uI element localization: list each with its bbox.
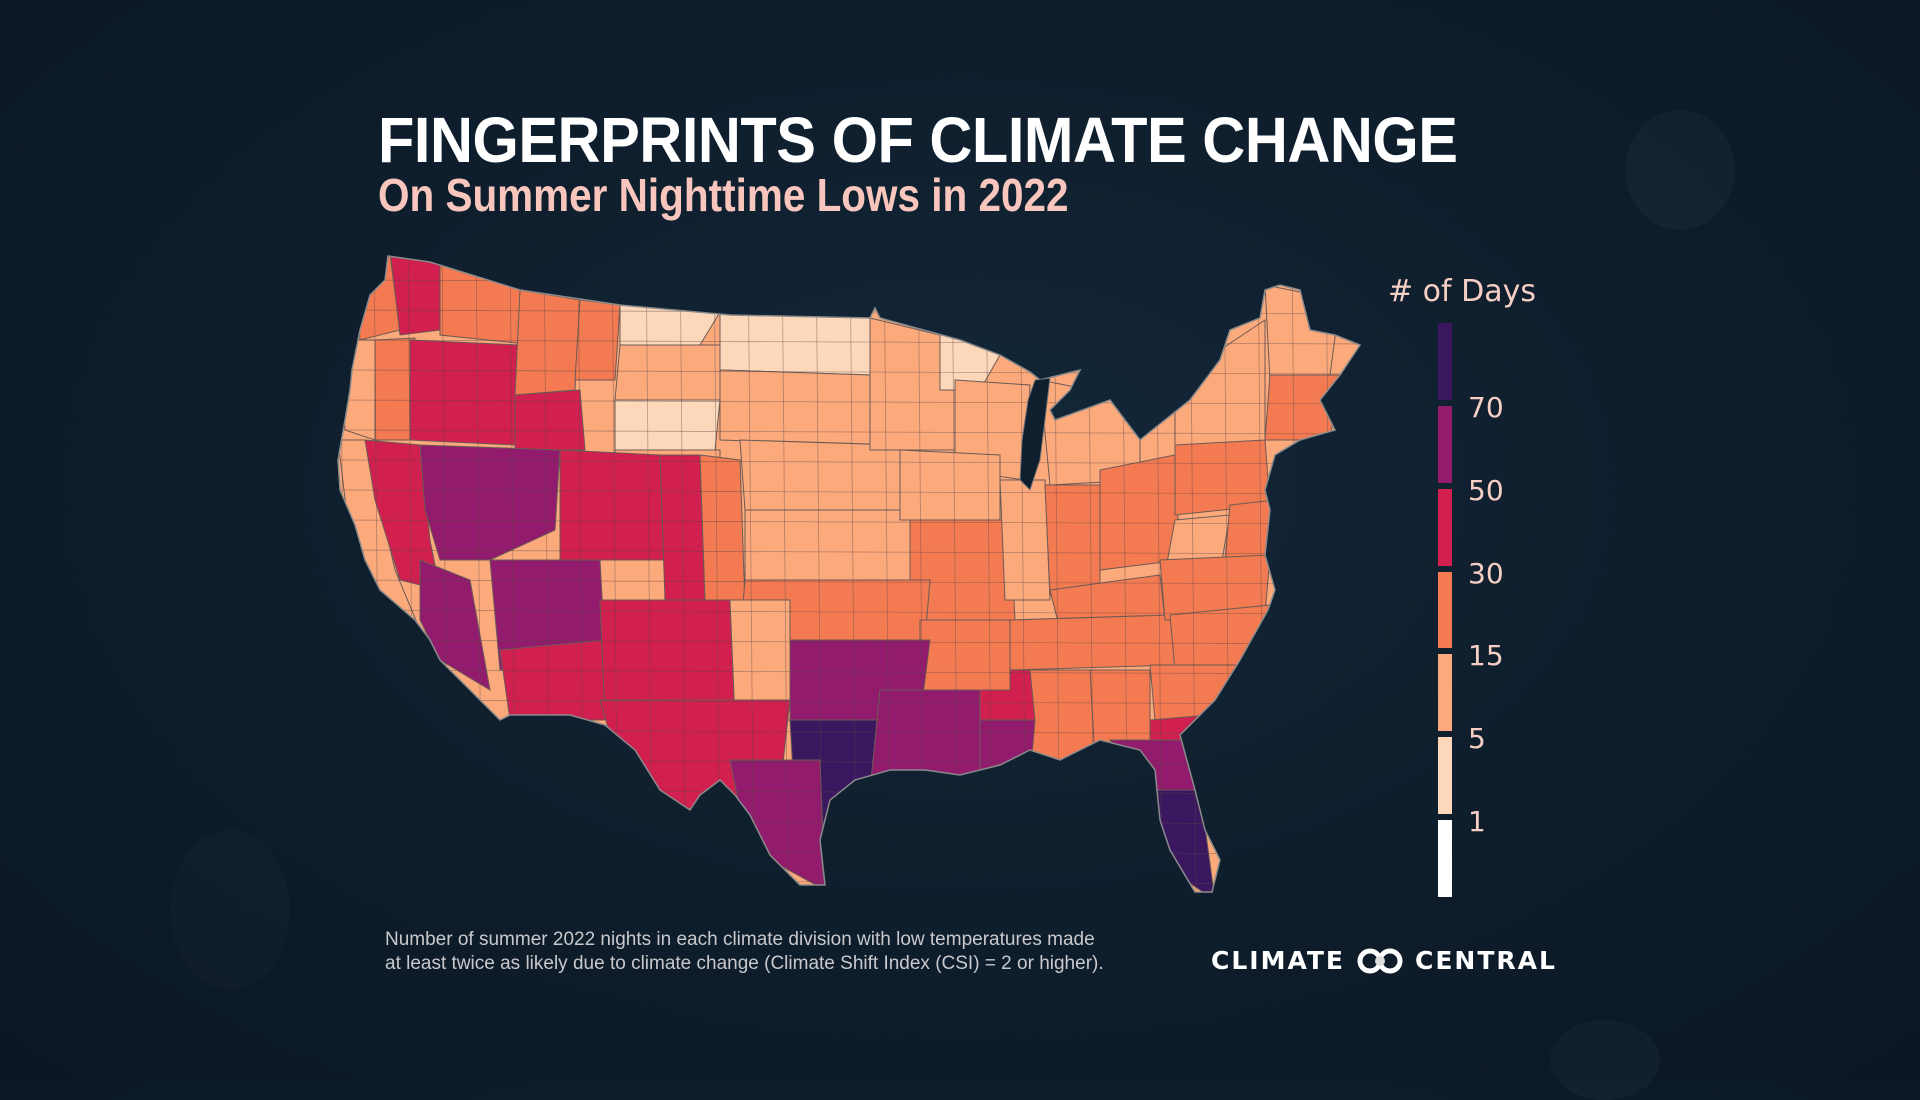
legend-label: 70: [1468, 390, 1504, 424]
climate-division-region: [1169, 604, 1271, 671]
division-boundary-line: [338, 399, 1360, 405]
legend-label: 50: [1468, 473, 1504, 507]
legend-swatch: [1438, 488, 1452, 566]
footnote-line-2: at least twice as likely due to climate …: [385, 953, 1104, 974]
division-boundary-line: [338, 549, 1360, 555]
division-boundary-line: [338, 789, 1360, 795]
legend-swatch: [1438, 571, 1452, 649]
legend-label: 5: [1468, 722, 1486, 756]
climate-division-region: [419, 559, 491, 691]
division-boundary-line: [338, 639, 1360, 645]
division-boundary-line: [338, 519, 1360, 525]
legend-label: 1: [1468, 805, 1486, 839]
climate-division-region: [614, 344, 736, 401]
climate-division-region: [719, 309, 871, 376]
division-boundary-line: [781, 256, 789, 892]
climate-division-region: [719, 369, 871, 446]
climate-division-region: [999, 479, 1051, 601]
legend-swatch: [1438, 820, 1452, 897]
climate-division-region: [499, 639, 611, 721]
division-boundary-line: [679, 256, 687, 892]
climate-division-region: [409, 339, 521, 446]
legend-swatch: [1438, 737, 1452, 815]
climate-division-region: [559, 449, 666, 561]
legend-swatch: [1438, 323, 1452, 400]
climate-division-region: [514, 389, 586, 451]
climate-division-region: [1029, 669, 1096, 761]
division-boundary-line: [747, 256, 755, 892]
climate-division-region: [1174, 319, 1266, 446]
division-boundary-line: [338, 669, 1360, 675]
climate-central-logo: CLIMATE CENTRAL: [1211, 946, 1557, 975]
legend-swatch: [1438, 654, 1452, 732]
climate-division-region: [614, 399, 721, 451]
page-subtitle: On Summer Nighttime Lows in 2022: [378, 169, 1069, 221]
climate-division-region: [899, 449, 1001, 521]
division-boundary-line: [339, 256, 347, 892]
legend-swatch: [1438, 405, 1452, 483]
legend-title: # of Days: [1388, 274, 1536, 309]
page-title: FINGERPRINTS OF CLIMATE CHANGE: [378, 104, 1458, 176]
legend-label: 15: [1468, 639, 1504, 673]
division-boundary-line: [338, 699, 1360, 705]
footnote: Number of summer 2022 nights in each cli…: [385, 928, 1165, 976]
logo-text-right: CENTRAL: [1415, 946, 1557, 975]
climate-division-region: [699, 454, 746, 606]
climate-division-region: [1109, 739, 1196, 791]
logo-text-left: CLIMATE: [1211, 946, 1345, 975]
two-circles-logo-icon: [1355, 948, 1405, 974]
background-bokeh: [1625, 110, 1735, 230]
climate-division-region: [339, 339, 381, 441]
division-boundary-line: [815, 256, 823, 892]
division-boundary-line: [338, 579, 1360, 585]
climate-division-region: [744, 509, 911, 581]
us-outline: [337, 255, 1362, 893]
legend-label: 30: [1468, 556, 1504, 590]
division-boundary-line: [338, 819, 1360, 825]
lake-michigan: [1019, 377, 1051, 491]
footnote-line-1: Number of summer 2022 nights in each cli…: [385, 929, 1095, 950]
division-boundary-line: [338, 609, 1360, 615]
division-boundary-line: [330, 250, 1370, 254]
climate-division-region: [729, 759, 826, 891]
climate-division-region: [514, 289, 581, 396]
climate-division-region: [1044, 484, 1101, 596]
climate-division-region: [869, 689, 981, 791]
division-boundary-line: [1359, 256, 1360, 892]
climate-division-region: [1264, 374, 1341, 441]
climate-division-region: [919, 619, 1011, 691]
division-boundary-line: [338, 429, 1360, 435]
division-boundary-line: [338, 459, 1360, 465]
division-boundary-line: [338, 489, 1360, 495]
